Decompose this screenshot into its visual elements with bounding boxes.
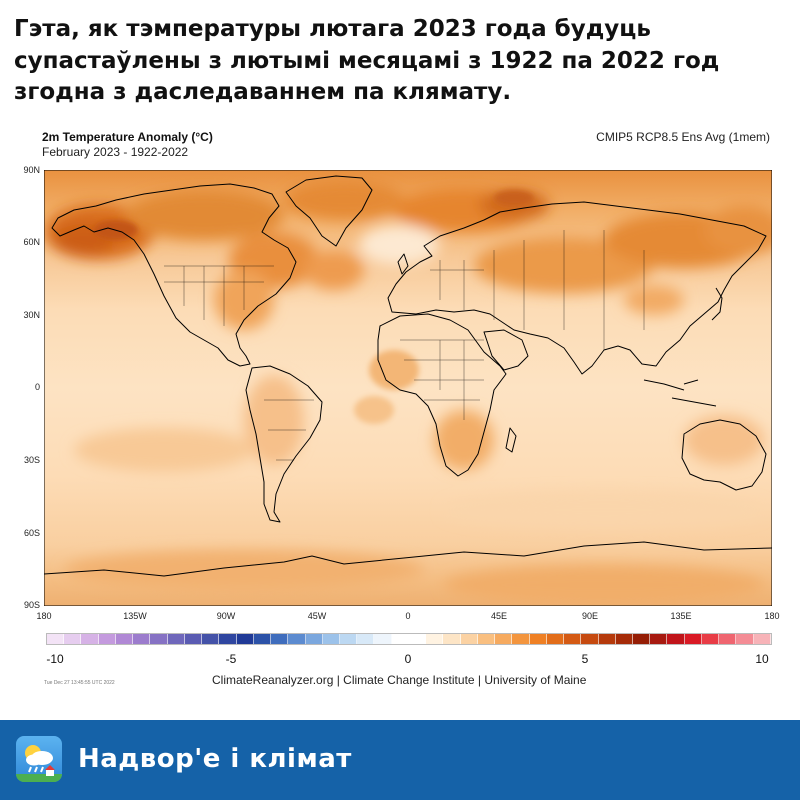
- colorbar-segment-21: [408, 634, 427, 644]
- colorbar-segment-25: [477, 634, 496, 644]
- colorbar-segment-8: [184, 634, 203, 644]
- colorbar-segment-4: [115, 634, 134, 644]
- colorbar-segment-9: [202, 634, 220, 644]
- coastlines: [44, 175, 772, 577]
- colorbar-segment-38: [701, 634, 720, 644]
- colorbar-segment-28: [529, 634, 547, 644]
- colorbar-segment-34: [632, 634, 651, 644]
- colorbar-segment-30: [564, 634, 582, 644]
- colorbar-segment-41: [753, 634, 771, 644]
- colorbar-segment-12: [253, 634, 272, 644]
- temperature-anomaly-map: [44, 170, 772, 606]
- headline-line-3: згодна з даследаваннем па клямату.: [14, 79, 512, 105]
- colorbar-segment-10: [219, 634, 237, 644]
- headline-line-2: супастаўлены з лютымі месяцамі з 1922 па…: [14, 47, 720, 74]
- model-label: CMIP5 RCP8.5 Ens Avg (1mem): [596, 130, 770, 144]
- brand-footer: Надвор'е і клімат: [0, 720, 800, 800]
- japan-outline: [711, 287, 723, 321]
- colorbar-segment-13: [271, 634, 289, 644]
- borders: [164, 230, 645, 461]
- lon-label-90w: 90W: [216, 611, 236, 621]
- colorbar-segment-24: [460, 634, 478, 644]
- south-america-outline: [245, 365, 323, 523]
- lon-label-135w: 135W: [123, 611, 147, 621]
- colorbar-segment-20: [391, 634, 409, 644]
- colorbar-segment-6: [150, 634, 168, 644]
- colorbar-segment-33: [615, 634, 633, 644]
- colorbar-segment-37: [684, 634, 702, 644]
- colorbar-segment-26: [495, 634, 513, 644]
- lon-label-45w: 45W: [307, 611, 327, 621]
- antarctica-outline: [44, 541, 772, 577]
- lat-label-0: 0: [34, 382, 40, 392]
- colorbar-segment-39: [719, 634, 737, 644]
- lon-label-90e: 90E: [581, 611, 598, 621]
- lon-label-180w: 180: [36, 611, 52, 621]
- lon-label-135e: 135E: [670, 611, 692, 621]
- lat-label-60n: 60N: [23, 237, 40, 247]
- greenland-outline: [285, 175, 373, 247]
- colorbar-segment-22: [426, 634, 444, 644]
- australia-outline: [681, 419, 767, 491]
- colorbar-segment-17: [339, 634, 358, 644]
- lon-label-180e: 180: [764, 611, 780, 621]
- colorbar-segment-16: [322, 634, 340, 644]
- arabia-outline: [483, 329, 529, 371]
- colorbar-segment-31: [581, 634, 599, 644]
- uk-outline: [397, 253, 409, 275]
- colorbar-segment-23: [443, 634, 461, 644]
- source-credit: ClimateReanalyzer.org | Climate Change I…: [212, 673, 587, 687]
- indonesia-outline: [643, 379, 717, 407]
- colorbar-segment-36: [667, 634, 685, 644]
- headline: Гэта, як тэмпературы лютага 2023 года бу…: [14, 14, 754, 109]
- lat-label-90s: 90S: [23, 600, 40, 610]
- generation-timestamp: Tue Dec 27 13:45:55 UTC 2022: [44, 680, 115, 686]
- weather-app-icon: [16, 736, 62, 782]
- colorbar-segment-32: [598, 634, 616, 644]
- map-subtitle: February 2023 - 1922-2022: [42, 145, 189, 159]
- colorbar-segment-5: [133, 634, 151, 644]
- colorbar-segment-2: [81, 634, 99, 644]
- colorbar-segment-3: [98, 634, 116, 644]
- lat-label-30s: 30S: [23, 455, 40, 465]
- colorbar-segment-35: [650, 634, 668, 644]
- colorbar-tick-0: 0: [404, 652, 412, 666]
- lat-label-60s: 60S: [23, 528, 40, 538]
- colorbar-segment-0: [47, 634, 65, 644]
- colorbar-tick-10: 10: [755, 652, 769, 666]
- colorbar-segment-15: [305, 634, 323, 644]
- headline-line-1: Гэта, як тэмпературы лютага 2023 года бу…: [14, 16, 651, 42]
- colorbar-segment-7: [167, 634, 185, 644]
- colorbar-segment-18: [357, 634, 375, 644]
- colorbar-segment-1: [64, 634, 82, 644]
- brand-name: Надвор'е і клімат: [78, 744, 352, 774]
- lat-label-90n: 90N: [23, 165, 40, 175]
- lon-label-45e: 45E: [490, 611, 507, 621]
- colorbar-tick-5: 5: [581, 652, 589, 666]
- madagascar-outline: [505, 427, 517, 453]
- africa-outline: [377, 313, 507, 477]
- colorbar-segment-11: [236, 634, 254, 644]
- colorbar-segment-19: [374, 634, 392, 644]
- colorbar-segment-14: [288, 634, 306, 644]
- map-title: 2m Temperature Anomaly (°C): [42, 130, 213, 144]
- colorbar-segment-27: [512, 634, 530, 644]
- colorbar-tick-minus-10: -10: [46, 652, 64, 666]
- colorbar: [46, 633, 772, 645]
- colorbar-segment-40: [736, 634, 754, 644]
- colorbar-tick-minus-5: -5: [225, 652, 237, 666]
- colorbar-segment-29: [546, 634, 565, 644]
- lat-label-30n: 30N: [23, 310, 40, 320]
- lon-label-0: 0: [405, 611, 411, 621]
- north-america-outline: [51, 183, 297, 367]
